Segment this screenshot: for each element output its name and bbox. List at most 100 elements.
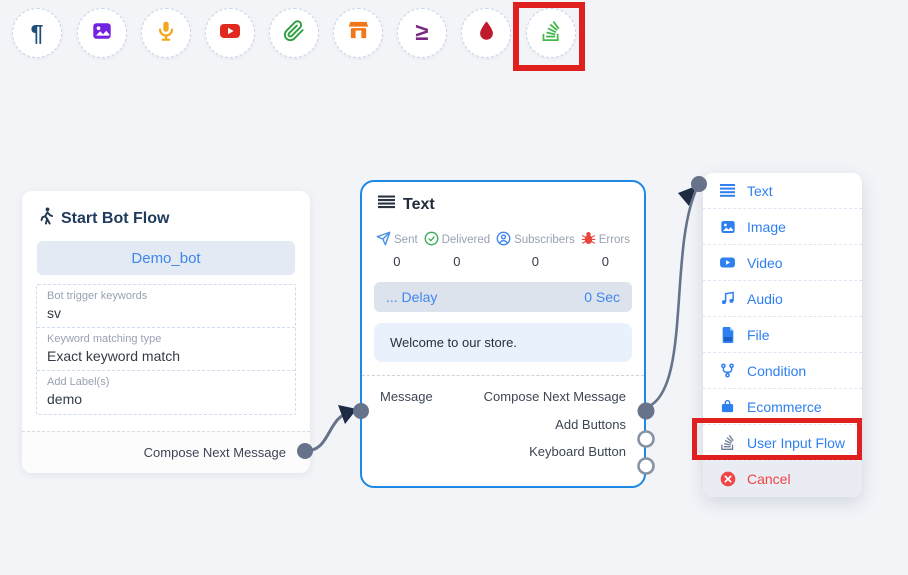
toolbar-drip-button[interactable]	[461, 8, 511, 58]
menu-label: File	[747, 326, 770, 343]
toolbar-file-button[interactable]	[269, 8, 319, 58]
menu-item-cancel[interactable]: Cancel	[703, 461, 862, 497]
menu-label: Text	[747, 182, 773, 199]
pilcrow-icon: ¶	[30, 19, 44, 46]
start-bot-flow-node[interactable]: Start Bot Flow Demo_bot Bot trigger keyw…	[22, 191, 310, 473]
text-node-header[interactable]: Text	[362, 182, 644, 214]
stat-value: 0	[531, 254, 540, 269]
message-text: Welcome to our store.	[390, 335, 517, 350]
field-label: Keyword matching type	[47, 333, 162, 345]
message-input-port-label: Message	[380, 388, 433, 404]
toolbar-video-button[interactable]	[205, 8, 255, 58]
stat-errors: Errors 0	[581, 231, 630, 269]
field-value: demo	[47, 391, 83, 407]
text-node[interactable]: Text Sent 0 Delivered 0 Subscr	[360, 180, 646, 488]
arrowhead-icon	[338, 405, 357, 424]
stat-value: 0	[453, 254, 461, 269]
stat-label: Delivered	[441, 234, 491, 246]
stat-label: Sent	[394, 234, 418, 246]
start-card-compose-next-output[interactable]: Compose Next Message	[22, 431, 310, 473]
stat-label: Errors	[598, 234, 630, 246]
field-value: Exact keyword match	[47, 348, 181, 364]
menu-item-text[interactable]: Text	[703, 173, 862, 209]
microphone-icon	[155, 20, 177, 47]
field-label: Add Label(s)	[47, 376, 110, 388]
stack-icon	[541, 20, 561, 46]
stack-icon	[719, 435, 736, 450]
image-icon	[719, 219, 736, 235]
menu-label: Audio	[747, 290, 783, 307]
toolbar-image-button[interactable]	[77, 8, 127, 58]
field-keyword-matching-type[interactable]: Keyword matching type Exact keyword matc…	[37, 328, 295, 371]
bot-name-button[interactable]: Demo_bot	[37, 241, 295, 275]
text-node-divider	[362, 375, 644, 376]
menu-label: Video	[747, 254, 783, 271]
delay-label: ... Delay	[386, 289, 438, 305]
store-icon	[347, 19, 370, 47]
wire-text-to-menu	[644, 187, 699, 410]
compose-next-message-label: Compose Next Message	[143, 445, 286, 460]
shopping-bag-icon	[719, 399, 736, 414]
menu-item-image[interactable]: Image	[703, 209, 862, 245]
add-buttons-output-label[interactable]: Add Buttons	[555, 416, 626, 432]
file-pdf-icon	[719, 326, 736, 343]
compose-next-output-label[interactable]: Compose Next Message	[483, 388, 626, 404]
toolbar-user-input-flow-button[interactable]	[526, 8, 576, 58]
io-row-1: Message Compose Next Message	[362, 387, 644, 405]
stat-delivered: Delivered 0	[424, 231, 491, 269]
git-branch-icon	[719, 363, 736, 378]
keyboard-button-output-label[interactable]: Keyboard Button	[529, 443, 626, 459]
add-node-menu: Text Image Video Audio File Condition Ec…	[703, 173, 862, 497]
greater-equal-icon: ≥	[415, 19, 429, 46]
field-value: sv	[47, 305, 61, 321]
start-card-header: Start Bot Flow	[22, 191, 310, 233]
text-node-stats: Sent 0 Delivered 0 Subscribers 0	[376, 231, 630, 269]
cancel-circle-icon	[719, 471, 736, 487]
youtube-icon	[218, 19, 242, 48]
field-label: Bot trigger keywords	[47, 290, 148, 302]
menu-label: Cancel	[747, 471, 791, 487]
io-row-2: Add Buttons	[362, 415, 644, 433]
menu-label: Condition	[747, 362, 807, 379]
io-row-3: Keyboard Button	[362, 442, 644, 460]
paperclip-icon	[283, 19, 305, 47]
drag-handle-icon[interactable]	[378, 195, 395, 214]
field-add-labels[interactable]: Add Label(s) demo	[37, 371, 295, 414]
paper-plane-icon	[376, 231, 391, 249]
menu-item-ecommerce[interactable]: Ecommerce	[703, 389, 862, 425]
text-lines-icon	[719, 184, 736, 197]
text-node-title: Text	[403, 195, 435, 213]
menu-item-condition[interactable]: Condition	[703, 353, 862, 389]
music-note-icon	[719, 291, 736, 306]
image-icon	[91, 20, 113, 47]
stat-value: 0	[601, 254, 609, 269]
menu-item-file[interactable]: File	[703, 317, 862, 353]
menu-item-user-input-flow[interactable]: User Input Flow	[703, 425, 862, 461]
menu-item-audio[interactable]: Audio	[703, 281, 862, 317]
field-bot-trigger-keywords[interactable]: Bot trigger keywords sv	[37, 285, 295, 328]
toolbar-text-button[interactable]: ¶	[12, 8, 62, 58]
message-content[interactable]: Welcome to our store.	[374, 323, 632, 362]
toolbar-condition-button[interactable]: ≥	[397, 8, 447, 58]
arrowhead-icon	[678, 186, 696, 206]
delay-setting[interactable]: ... Delay 0 Sec	[374, 282, 632, 312]
stat-value: 0	[393, 254, 401, 269]
delay-value: 0 Sec	[584, 289, 620, 305]
stat-label: Subscribers	[514, 234, 575, 246]
menu-label: Ecommerce	[747, 398, 822, 415]
stat-sent: Sent 0	[376, 231, 418, 269]
droplet-icon	[476, 20, 497, 46]
wire-start-to-text	[304, 410, 353, 453]
start-card-fields: Bot trigger keywords sv Keyword matching…	[36, 284, 296, 415]
menu-label: User Input Flow	[747, 434, 846, 451]
stat-subscribers: Subscribers 0	[496, 231, 575, 269]
check-circle-icon	[424, 231, 439, 249]
start-card-title: Start Bot Flow	[61, 209, 170, 227]
menu-item-video[interactable]: Video	[703, 245, 862, 281]
toolbar-ecommerce-button[interactable]	[333, 8, 383, 58]
toolbar-audio-button[interactable]	[141, 8, 191, 58]
user-circle-icon	[496, 231, 511, 249]
walking-person-icon	[39, 207, 54, 230]
bug-icon	[581, 231, 596, 249]
